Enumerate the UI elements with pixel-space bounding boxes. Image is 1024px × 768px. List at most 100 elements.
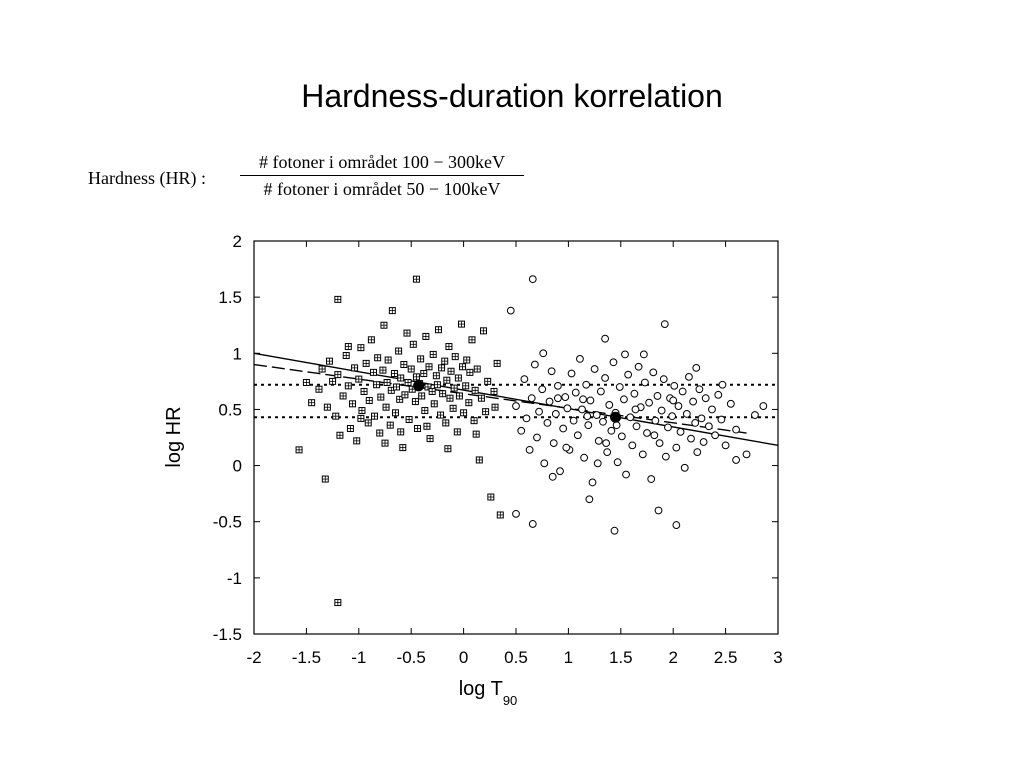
square-point xyxy=(349,400,357,408)
square-point xyxy=(346,425,354,433)
circle-point xyxy=(612,421,621,430)
circle-point xyxy=(543,419,552,427)
circle-point xyxy=(562,443,571,452)
square-point xyxy=(444,445,452,453)
circle-point xyxy=(691,419,700,427)
x-axis-label-subscript: 90 xyxy=(503,693,517,708)
circle-point xyxy=(650,431,659,440)
circle-point xyxy=(632,422,641,431)
circle-point xyxy=(664,423,672,432)
circle-point xyxy=(657,406,666,415)
circle-point xyxy=(721,441,730,450)
square-point xyxy=(430,400,438,408)
circle-point xyxy=(567,369,576,378)
square-point xyxy=(357,344,365,352)
circle-point xyxy=(512,402,520,410)
x-tick-label: -1.5 xyxy=(292,648,321,667)
circle-point xyxy=(622,470,630,479)
solid-fit-line xyxy=(254,352,778,447)
square-point xyxy=(441,357,449,365)
circle-point xyxy=(602,439,611,448)
circle-point xyxy=(678,387,687,396)
circle-point xyxy=(718,380,727,389)
circle-point xyxy=(643,429,651,437)
circle-point xyxy=(579,395,587,404)
square-point xyxy=(468,336,476,344)
square-point xyxy=(434,326,442,334)
circle-point xyxy=(592,411,601,419)
circle-point xyxy=(628,441,637,450)
square-point xyxy=(395,347,403,355)
circle-point xyxy=(603,448,612,456)
square-point xyxy=(369,368,377,376)
square-point xyxy=(445,343,453,351)
square-point xyxy=(484,377,492,385)
circle-point xyxy=(668,412,677,421)
circle-point xyxy=(654,506,663,515)
circle-point xyxy=(594,436,603,445)
circle-point xyxy=(649,368,658,377)
circle-point xyxy=(590,365,599,373)
square-point xyxy=(477,394,485,402)
square-point xyxy=(396,395,404,403)
circle-point xyxy=(563,404,572,413)
square-point xyxy=(493,359,501,367)
circle-point xyxy=(647,475,656,483)
circle-point xyxy=(506,306,515,315)
circle-point xyxy=(576,355,584,363)
circle-point xyxy=(676,427,685,436)
square-point xyxy=(426,435,434,443)
circle-point xyxy=(533,433,541,442)
square-point xyxy=(339,392,347,400)
square-point xyxy=(332,412,340,420)
circle-point xyxy=(655,439,664,448)
circle-point xyxy=(651,416,660,425)
square-point xyxy=(381,439,389,447)
square-point xyxy=(412,373,420,381)
y-tick-label: 1 xyxy=(233,344,242,363)
circle-point xyxy=(672,443,681,452)
circle-point xyxy=(621,350,629,359)
square-point xyxy=(386,421,394,429)
circle-point xyxy=(742,450,751,459)
circle-point xyxy=(559,424,568,433)
circle-point xyxy=(669,396,678,405)
x-tick-label: 3 xyxy=(773,648,782,667)
circle-point xyxy=(701,394,710,403)
square-point xyxy=(438,364,446,372)
y-tick-label: 1.5 xyxy=(218,288,242,307)
circle-point xyxy=(540,459,549,468)
data-points xyxy=(295,275,768,607)
square-point xyxy=(458,320,466,328)
circle-point xyxy=(538,385,547,394)
square-point xyxy=(411,398,419,406)
y-axis-label: log HR xyxy=(163,406,185,467)
circle-point xyxy=(695,385,704,394)
square-point xyxy=(432,372,440,380)
square-point xyxy=(364,419,372,427)
square-point xyxy=(455,392,463,400)
square-point xyxy=(413,425,421,433)
square-point xyxy=(302,378,310,386)
square-point xyxy=(491,403,499,411)
square-point xyxy=(397,374,405,382)
circle-point xyxy=(522,414,531,423)
square-point xyxy=(420,369,428,377)
circle-point xyxy=(517,426,526,435)
circle-point xyxy=(674,402,683,410)
square-point xyxy=(451,353,459,361)
square-point xyxy=(447,367,455,375)
square-point xyxy=(463,356,471,364)
square-point xyxy=(334,599,342,607)
circle-point xyxy=(685,372,693,381)
square-point xyxy=(417,355,425,363)
circle-point xyxy=(607,426,616,435)
circle-point xyxy=(586,396,595,405)
circle-point xyxy=(645,398,653,407)
circle-point xyxy=(620,395,628,404)
square-point xyxy=(403,329,411,337)
square-point xyxy=(374,354,382,362)
square-point xyxy=(405,416,413,424)
square-point xyxy=(439,390,447,398)
x-tick-label: -0.5 xyxy=(397,648,426,667)
